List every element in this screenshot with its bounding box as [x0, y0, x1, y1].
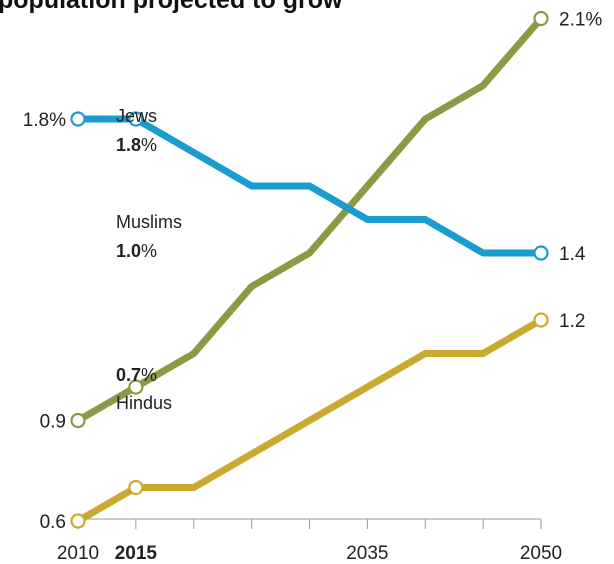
series-value-hindus: 0.7%: [116, 365, 157, 385]
end-label-muslims: 2.1%: [559, 10, 602, 31]
series-group: [70, 10, 549, 529]
x-tick-label-2035: 2035: [346, 543, 388, 564]
series-value-unit-hindus: %: [141, 365, 157, 385]
series-value-number-jews: 1.8: [116, 135, 141, 155]
data-point-jews-2010: [70, 111, 86, 127]
start-label-hindus: 0.6: [40, 512, 66, 533]
data-point-hindus-2010: [70, 513, 86, 529]
data-point-muslims-2010: [70, 412, 86, 429]
x-tick-label-2015: 2015: [115, 543, 158, 564]
series-value-unit-jews: %: [141, 135, 157, 155]
series-line-jews: [74, 115, 545, 257]
start-label-jews: 1.8%: [23, 110, 66, 131]
series-value-number-hindus: 0.7: [116, 365, 141, 385]
series-name-hindus: Hindus: [116, 393, 172, 413]
x-tick-label-2010: 2010: [57, 543, 99, 564]
data-point-muslims-2015: [128, 379, 144, 395]
chart-title: population projected to grow: [0, 0, 343, 14]
series-value-jews: 1.8%: [116, 135, 157, 155]
series-value-unit-muslims: %: [141, 241, 157, 261]
series-name-muslims: Muslims: [116, 212, 182, 232]
end-label-hindus: 1.2: [559, 311, 585, 332]
start-label-muslims: 0.9: [40, 412, 66, 433]
x-tick-label-2050: 2050: [520, 543, 562, 564]
data-point-hindus-2015: [128, 479, 144, 496]
x-axis: 2010 2015 2035 2050: [57, 518, 562, 564]
series-value-muslims: 1.0%: [116, 241, 157, 261]
data-point-hindus-2050: [533, 312, 549, 328]
label-group: 1.8% 1.4 0.9 2.1% 0.6 1.2 Jews 1.8% Muslims 1.0% H…: [23, 10, 603, 534]
data-point-jews-2050: [533, 245, 549, 261]
end-label-jews: 1.4: [559, 244, 586, 265]
data-point-jews-2015: [128, 111, 144, 127]
series-line-muslims: [74, 15, 545, 424]
series-line-hindus: [74, 316, 545, 525]
series-name-jews: Jews: [116, 106, 157, 126]
series-value-number-muslims: 1.0: [116, 241, 141, 261]
data-point-muslims-2050: [533, 10, 549, 27]
